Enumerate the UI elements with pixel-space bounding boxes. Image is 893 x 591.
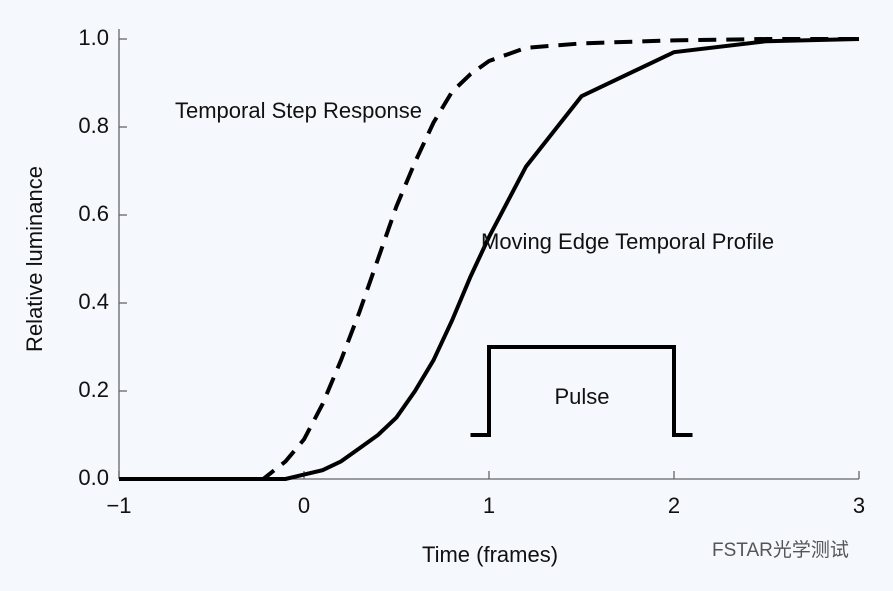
y-tick-label: 1.0 xyxy=(78,25,109,50)
x-axis-label: Time (frames) xyxy=(422,542,558,567)
x-tick-label: 0 xyxy=(298,493,310,518)
series-label: Temporal Step Response xyxy=(175,98,422,123)
y-tick-label: 0.0 xyxy=(78,465,109,490)
series-line xyxy=(470,345,693,437)
x-tick-label: 3 xyxy=(853,493,865,518)
watermark: FSTAR光学测试 xyxy=(712,539,849,561)
x-tick-label: 2 xyxy=(668,493,680,518)
series-label: Moving Edge Temporal Profile xyxy=(481,229,774,254)
series-line xyxy=(119,37,859,481)
y-tick-label: 0.6 xyxy=(78,201,109,226)
y-axis-label: Relative luminance xyxy=(22,166,47,352)
x-tick-label: −1 xyxy=(106,493,131,518)
y-tick-label: 0.4 xyxy=(78,289,109,314)
y-tick-label: 0.2 xyxy=(78,377,109,402)
x-tick-label: 1 xyxy=(483,493,495,518)
y-tick-label: 0.8 xyxy=(78,113,109,138)
series-line xyxy=(119,37,860,481)
series-label: Pulse xyxy=(554,384,609,409)
